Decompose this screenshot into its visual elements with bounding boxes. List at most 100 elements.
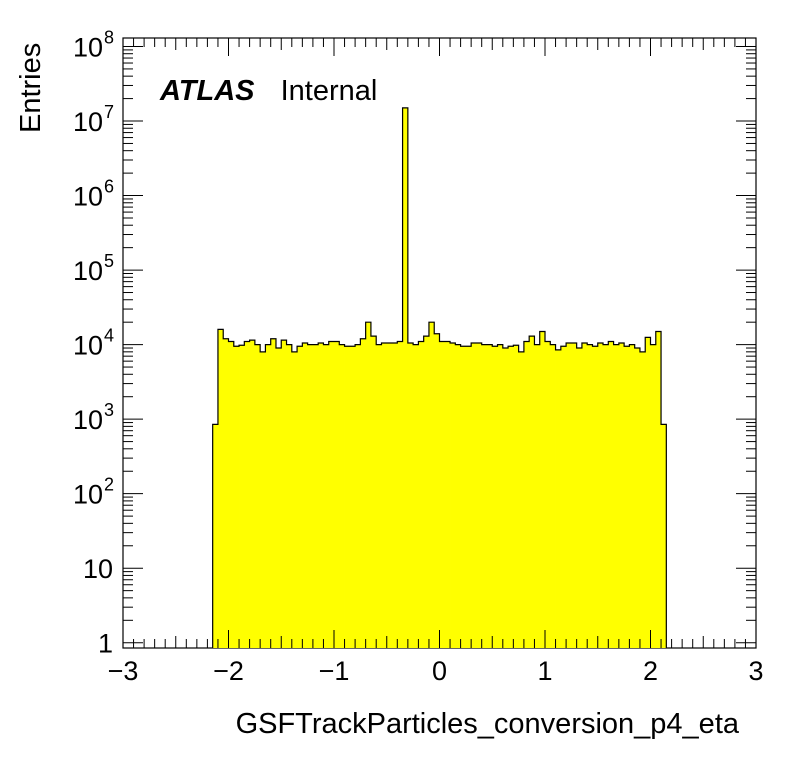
histogram-bar: [381, 343, 388, 648]
histogram-bar: [465, 346, 472, 648]
y-tick-exponent: 6: [104, 177, 114, 197]
histogram-bar: [318, 343, 324, 648]
y-tick-label: 10: [73, 32, 103, 62]
histogram-bar: [613, 344, 620, 648]
histogram-bar: [576, 348, 583, 648]
histogram-bar: [260, 351, 266, 648]
x-tick-label: 3: [748, 656, 763, 686]
histogram-bar: [223, 338, 229, 648]
histogram-bar: [450, 343, 456, 648]
histogram-bar: [529, 336, 535, 648]
histogram-bar: [455, 344, 461, 648]
histogram-bar: [497, 344, 504, 648]
histogram-bar: [513, 345, 520, 648]
atlas-label: ATLAS Internal: [159, 75, 377, 107]
histogram-outline: [212, 107, 667, 648]
histogram-bar: [355, 344, 361, 648]
x-tick-label: 2: [643, 656, 658, 686]
histogram-bar: [392, 343, 398, 648]
x-tick-label: 1: [537, 656, 552, 686]
histogram-bar: [286, 344, 293, 648]
histogram-bar: [534, 344, 541, 648]
y-axis-label: Entries: [15, 43, 47, 133]
y-tick-label: 10: [83, 554, 113, 584]
histogram-bar: [407, 343, 414, 648]
histogram-bar: [571, 343, 578, 648]
histogram-bar: [418, 341, 425, 648]
atlas-label-bold: ATLAS: [159, 75, 255, 107]
histogram-bar: [597, 343, 604, 648]
histogram-bar: [397, 341, 403, 648]
histogram-bar: [307, 344, 314, 648]
histogram-bar: [249, 340, 256, 648]
histogram-bar: [476, 343, 483, 648]
histogram-bar: [244, 341, 250, 648]
histogram-bar: [460, 346, 467, 648]
y-tick-exponent: 5: [104, 251, 114, 271]
histogram-bar: [344, 346, 351, 648]
histogram-bar: [444, 341, 451, 648]
histogram-bar: [508, 346, 514, 648]
histogram-bar: [275, 348, 282, 648]
histogram-bar: [639, 351, 646, 648]
histogram-bar: [618, 343, 625, 648]
histogram-bar: [360, 338, 367, 648]
x-tick-label: −3: [108, 656, 139, 686]
histogram-bar: [592, 346, 599, 648]
histogram-bar: [370, 336, 377, 648]
y-tick-exponent: 7: [104, 102, 114, 122]
histogram-bar: [212, 424, 219, 648]
histogram-bar: [581, 343, 588, 648]
y-tick-exponent: 4: [104, 326, 114, 346]
histogram-bar: [334, 341, 340, 648]
histogram-bar: [650, 344, 657, 648]
histogram-bar: [545, 341, 551, 648]
histogram-bar: [555, 349, 562, 648]
histogram-bar: [386, 343, 393, 648]
histogram-bar: [481, 344, 488, 648]
histogram-bar: [297, 346, 303, 648]
histogram-bar: [661, 424, 667, 648]
y-tick-label: 10: [73, 256, 103, 286]
atlas-label-internal: Internal: [281, 75, 378, 107]
histogram-bar: [523, 341, 530, 648]
histogram-bar: [402, 107, 409, 648]
histogram-bar: [634, 348, 641, 648]
histogram-bar: [217, 329, 224, 648]
histogram-bar: [550, 344, 556, 648]
histogram-bar: [645, 337, 651, 648]
x-axis-ticks: −3 −2 −1 0 1 2 3: [108, 38, 764, 686]
histogram-bar: [323, 344, 330, 648]
histogram-bar: [439, 341, 446, 648]
y-tick-label: 10: [73, 405, 103, 435]
histogram-bar: [471, 343, 477, 648]
histogram-bar: [655, 331, 662, 648]
x-axis-label: GSFTrackParticles_conversion_p4_eta: [236, 708, 740, 740]
x-tick-label: 0: [432, 656, 447, 686]
y-tick-exponent: 2: [104, 475, 114, 495]
histogram-bar: [291, 351, 298, 648]
x-tick-label: −1: [319, 656, 350, 686]
histogram-bar: [518, 351, 525, 648]
histogram-bar: [560, 346, 567, 648]
histogram-bar: [624, 346, 630, 648]
y-tick-exponent: 8: [104, 27, 114, 47]
histogram-bar: [328, 341, 335, 648]
histogram-bar: [233, 346, 240, 648]
histogram-bar: [302, 343, 309, 648]
y-tick-label: 1: [98, 629, 113, 659]
y-tick-label: 10: [73, 107, 103, 137]
histogram-bar: [566, 343, 572, 648]
y-tick-exponent: 3: [104, 400, 114, 420]
histogram-bar: [265, 344, 272, 648]
histogram-bar: [270, 338, 277, 648]
histogram-bar: [239, 345, 245, 648]
histogram-bar: [254, 344, 261, 648]
histogram-bar: [365, 322, 372, 648]
histogram-bar: [281, 340, 287, 648]
histogram-bar: [312, 344, 319, 648]
x-tick-label: −2: [213, 656, 244, 686]
histogram-bar: [492, 346, 498, 648]
histogram-bar: [376, 344, 382, 648]
